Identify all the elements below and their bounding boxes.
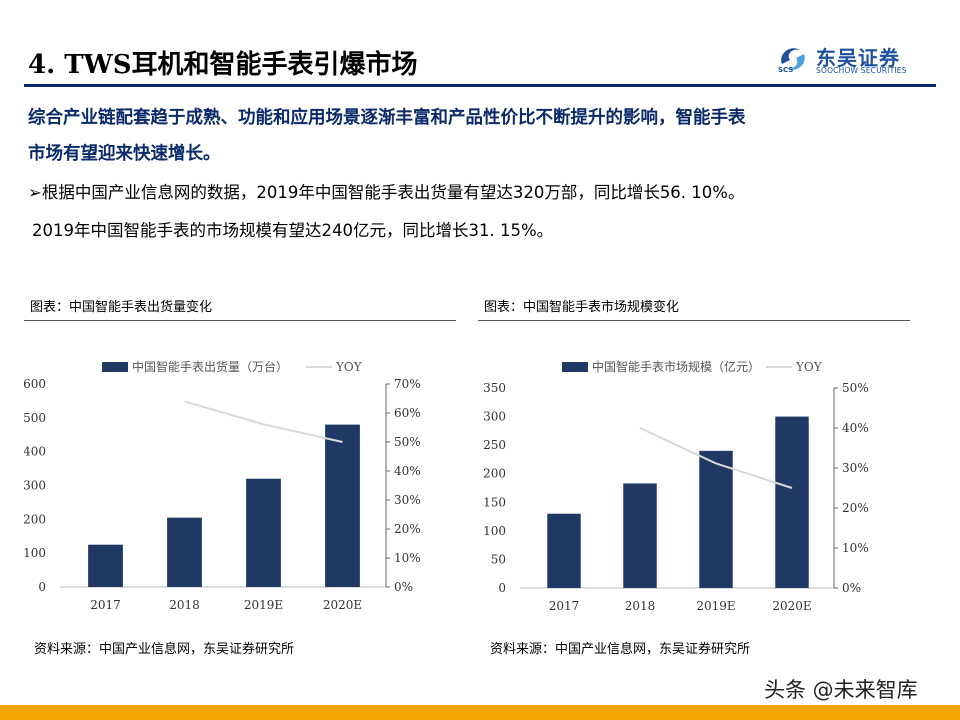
caption-divider-right xyxy=(478,320,910,321)
bullet-shipments: ➢根据中国产业信息网的数据，2019年中国智能手表出货量有望达320万部，同比增… xyxy=(28,178,744,208)
y2-tick-label: 30% xyxy=(394,493,421,507)
y-tick-label: 0 xyxy=(498,581,506,595)
watermark: 头条 @未来智库 xyxy=(764,678,918,702)
bar xyxy=(623,483,657,588)
y-tick-label: 0 xyxy=(38,580,46,594)
x-tick-label: 2017 xyxy=(90,598,121,612)
x-tick-label: 2019E xyxy=(696,599,735,613)
company-logo: 东吴证券 SCS SOOCHOW SECURITIES xyxy=(776,42,926,78)
y2-tick-label: 10% xyxy=(842,541,869,555)
legend-bar-swatch xyxy=(102,362,128,372)
y-tick-label: 400 xyxy=(24,445,46,459)
y2-tick-label: 20% xyxy=(842,501,869,515)
y-tick-label: 50 xyxy=(491,552,506,566)
chart-legend: 中国智能手表市场规模（亿元） YOY xyxy=(562,359,823,374)
logo-name: 东吴证券 xyxy=(816,46,900,70)
x-tick-label: 2017 xyxy=(549,599,580,613)
summary-text: 综合产业链配套趋于成熟、功能和应用场景逐渐丰富和产品性价比不断提升的影响，智能手… xyxy=(28,100,928,172)
y-tick-label: 150 xyxy=(483,495,506,509)
yoy-line xyxy=(184,400,343,443)
y2-tick-label: 50% xyxy=(394,435,421,449)
y-tick-label: 500 xyxy=(24,411,46,425)
legend-bar-label: 中国智能手表市场规模（亿元） xyxy=(592,359,760,374)
bar xyxy=(699,450,733,588)
legend-bar-swatch xyxy=(562,362,588,372)
chart-shipments: 中国智能手表出货量（万台） YOY 0 100 200 300 400 500 600 0% 10%… xyxy=(24,334,456,624)
y2-tick-label: 30% xyxy=(842,461,869,475)
caption-divider-left xyxy=(24,320,456,321)
legend-line-label: YOY xyxy=(335,360,363,374)
y2-tick-label: 60% xyxy=(394,406,421,420)
bar xyxy=(775,416,809,588)
summary-line-1: 综合产业链配套趋于成熟、功能和应用场景逐渐丰富和产品性价比不断提升的影响，智能手… xyxy=(28,108,746,128)
title-divider xyxy=(24,84,936,87)
y2-tick-label: 50% xyxy=(842,381,869,395)
y-tick-label: 200 xyxy=(483,467,506,481)
legend-bar-label: 中国智能手表出货量（万台） xyxy=(132,359,288,374)
summary-line-2: 市场有望迎来快速增长。 xyxy=(28,144,221,164)
yoy-line xyxy=(639,427,793,489)
x-tick-label: 2018 xyxy=(625,599,656,613)
y-tick-label: 350 xyxy=(483,381,506,395)
x-tick-label: 2019E xyxy=(244,598,283,612)
y-tick-label: 300 xyxy=(483,410,506,424)
y-tick-label: 200 xyxy=(24,512,46,526)
chart-legend: 中国智能手表出货量（万台） YOY xyxy=(102,359,363,374)
y2-tick-label: 40% xyxy=(394,464,421,478)
x-tick-label: 2020E xyxy=(772,599,811,613)
page-title: 4. TWS耳机和智能手表引爆市场 xyxy=(28,50,418,80)
x-tick-label: 2020E xyxy=(323,598,362,612)
logo-code: SCS xyxy=(778,66,794,74)
y-tick-label: 100 xyxy=(24,546,46,560)
source-note-right: 资料来源：中国产业信息网，东吴证券研究所 xyxy=(490,642,751,657)
chart-caption-market-size: 图表：中国智能手表市场规模变化 xyxy=(484,300,680,315)
chart-market-size: 中国智能手表市场规模（亿元） YOY 0 50 100 150 200 250 300 350 0%… xyxy=(478,334,910,624)
logo-swirl-icon xyxy=(781,48,805,70)
footer-bar xyxy=(0,705,960,720)
bar xyxy=(547,513,581,588)
chart-caption-shipments: 图表：中国智能手表出货量变化 xyxy=(30,300,213,315)
chart-market-size-svg: 中国智能手表市场规模（亿元） YOY 0 50 100 150 200 250 300 350 0%… xyxy=(483,359,869,613)
y2-tick-label: 40% xyxy=(842,421,869,435)
logo-subtitle: SOOCHOW SECURITIES xyxy=(816,66,907,75)
y2-tick-label: 0% xyxy=(394,580,413,594)
y2-tick-label: 20% xyxy=(394,522,421,536)
legend-line-label: YOY xyxy=(795,360,823,374)
bar xyxy=(246,478,281,587)
y2-tick-label: 70% xyxy=(394,377,421,391)
chart-shipments-svg: 中国智能手表出货量（万台） YOY 0 100 200 300 400 500 600 0% 10%… xyxy=(24,359,421,612)
bar xyxy=(167,517,202,587)
y-tick-label: 250 xyxy=(483,438,506,452)
bar xyxy=(325,424,360,587)
bar xyxy=(88,544,123,587)
y2-tick-label: 0% xyxy=(842,581,861,595)
y2-tick-label: 10% xyxy=(394,551,421,565)
y-tick-label: 600 xyxy=(24,377,46,391)
arrow-bullet-icon: ➢ xyxy=(28,183,42,202)
y-tick-label: 100 xyxy=(483,524,506,538)
source-note-left: 资料来源：中国产业信息网，东吴证券研究所 xyxy=(34,642,295,657)
bullet-market-size: 2019年中国智能手表的市场规模有望达240亿元，同比增长31. 15%。 xyxy=(32,221,554,240)
y-tick-label: 300 xyxy=(24,479,46,493)
bullet-shipments-text: 根据中国产业信息网的数据，2019年中国智能手表出货量有望达320万部，同比增长… xyxy=(41,183,745,202)
x-tick-label: 2018 xyxy=(169,598,200,612)
